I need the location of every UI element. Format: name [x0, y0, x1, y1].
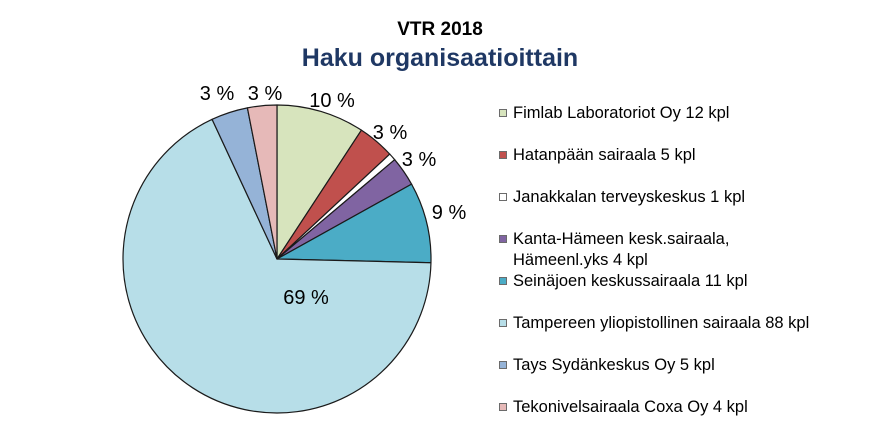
legend-swatch — [499, 109, 507, 117]
legend-label: Tampereen yliopistollinen sairaala 88 kp… — [513, 314, 810, 332]
legend-item: Kanta-Hämeen kesk.sairaala, Hämeenl.yks 4… — [499, 229, 869, 271]
legend-swatch — [499, 235, 507, 243]
pie-slice — [246, 104, 278, 260]
legend-item: Seinäjoen keskussairaala 11 kpl — [499, 271, 869, 292]
legend-label: Kanta-Hämeen kesk.sairaala, Hämeenl.yks 4… — [513, 230, 730, 269]
legend-swatch — [499, 151, 507, 159]
slice-label: 3 % — [373, 122, 408, 144]
slice-label: 3 % — [248, 83, 283, 105]
legend-swatch — [499, 277, 507, 285]
legend-swatch — [499, 403, 507, 411]
legend-swatch — [499, 361, 507, 369]
slice-label: 9 % — [432, 202, 467, 224]
chart-subtitle: Haku organisaatioittain — [301, 44, 579, 72]
legend-swatch — [499, 193, 507, 201]
legend-label: Tekonivelsairaala Coxa Oy 4 kpl — [513, 398, 748, 416]
legend-item: Tampereen yliopistollinen sairaala 88 kp… — [499, 313, 869, 334]
pie-slice — [122, 118, 432, 414]
legend-label: Hatanpään sairaala 5 kpl — [513, 146, 696, 164]
legend-label: Tays Sydänkeskus Oy 5 kpl — [513, 356, 715, 374]
legend: Fimlab Laboratoriot Oy 12 kpl Hatanpään s… — [499, 103, 869, 439]
legend-label: Janakkalan terveyskeskus 1 kpl — [513, 188, 746, 206]
slice-label: 69 % — [283, 287, 329, 309]
chart-title: VTR 2018 — [397, 19, 483, 40]
legend-swatch — [499, 319, 507, 327]
legend-item: Fimlab Laboratoriot Oy 12 kpl — [499, 103, 869, 124]
slice-label: 3 % — [402, 149, 437, 171]
legend-label: Seinäjoen keskussairaala 11 kpl — [513, 272, 748, 290]
pie-slice — [276, 104, 362, 260]
legend-item: Tays Sydänkeskus Oy 5 kpl — [499, 355, 869, 376]
slice-label: 10 % — [309, 90, 355, 112]
legend-item: Janakkalan terveyskeskus 1 kpl — [499, 187, 869, 208]
legend-label: Fimlab Laboratoriot Oy 12 kpl — [513, 104, 730, 122]
legend-item: Tekonivelsairaala Coxa Oy 4 kpl — [499, 397, 869, 418]
slice-label: 3 % — [200, 83, 235, 105]
legend-item: Hatanpään sairaala 5 kpl — [499, 145, 869, 166]
